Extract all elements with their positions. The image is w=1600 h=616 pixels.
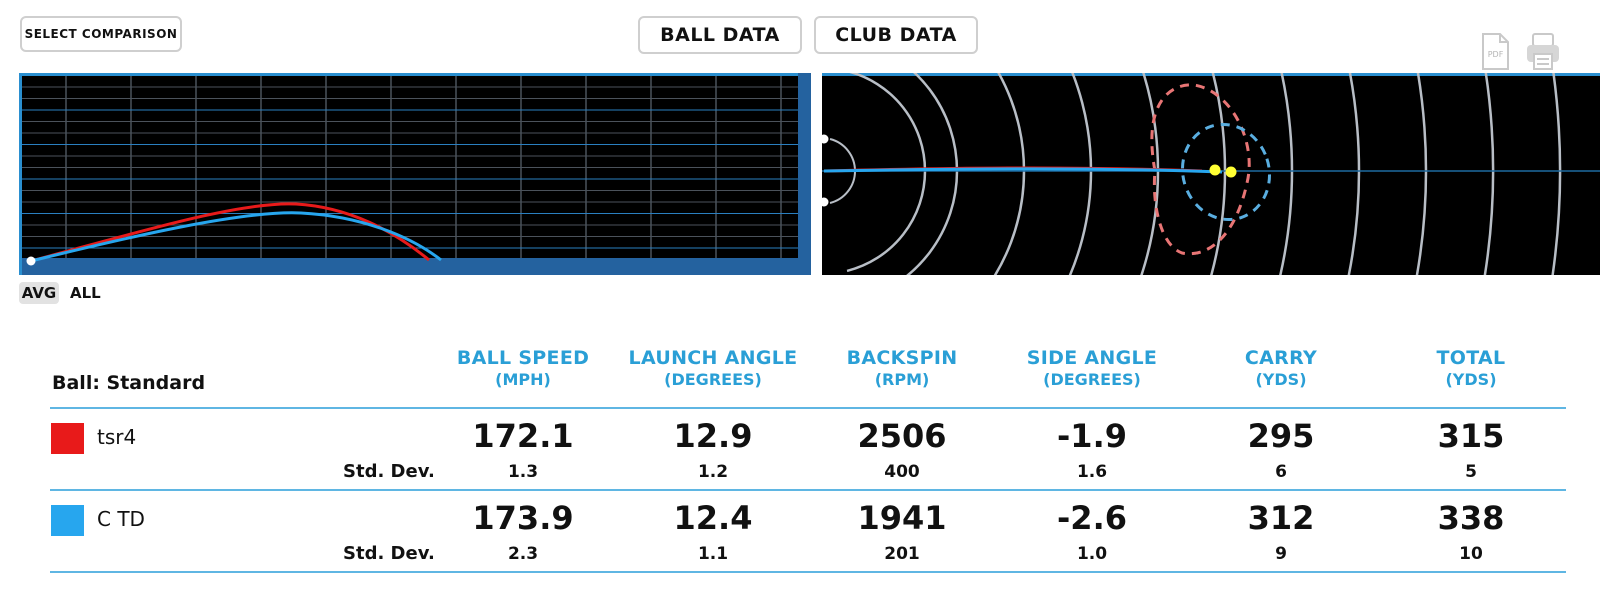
tab-ball-data[interactable]: BALL DATA (638, 16, 802, 54)
column-header: CARRY (YDS) (1186, 347, 1376, 391)
column-header: SIDE ANGLE (DEGREES) (997, 347, 1187, 391)
column-unit: (MPH) (495, 370, 551, 389)
column-header: LAUNCH ANGLE (DEGREES) (618, 347, 808, 391)
column-unit: (DEGREES) (1043, 370, 1141, 389)
table-divider (50, 407, 1566, 409)
stat-value: -1.9 (1057, 417, 1127, 455)
dispersion-top-view (822, 73, 1600, 275)
trajectory-ctd (30, 211, 442, 263)
stat-value: 315 (1437, 417, 1505, 455)
column-title: CARRY (1244, 347, 1318, 369)
club-name: C TD (97, 507, 145, 531)
stat-value: 338 (1437, 499, 1505, 537)
column-header: BALL SPEED (MPH) (428, 347, 618, 391)
select-comparison-button[interactable]: SELECT COMPARISON (20, 16, 182, 52)
stat-value: 172.1 (472, 417, 574, 455)
stat-value: -2.6 (1057, 499, 1127, 537)
std-dev-label: Std. Dev. (343, 461, 435, 482)
printer-icon[interactable] (1524, 32, 1562, 72)
std-dev-value: 2.3 (507, 544, 539, 564)
std-dev-value: 9 (1275, 544, 1287, 564)
column-title: LAUNCH ANGLE (628, 347, 798, 369)
std-dev-value: 1.0 (1076, 544, 1108, 564)
tee-marker-bottom (822, 197, 829, 207)
std-dev-value: 10 (1459, 544, 1483, 564)
landing-marker-tsr4 (1209, 164, 1221, 176)
table-divider (50, 489, 1566, 491)
toggle-avg[interactable]: AVG (19, 282, 59, 304)
tab-club-data[interactable]: CLUB DATA (814, 16, 978, 54)
toggle-all[interactable]: ALL (70, 284, 101, 302)
std-dev-value: 201 (884, 544, 920, 564)
table-divider (50, 571, 1566, 573)
ball-type-label: Ball: Standard (52, 372, 206, 394)
stat-value: 312 (1247, 499, 1315, 537)
pdf-icon-label: PDF (1488, 50, 1504, 59)
stat-value: 12.9 (673, 417, 753, 455)
ball-flight-ctd (823, 167, 1223, 174)
std-dev-value: 400 (884, 462, 920, 482)
series-color-swatch (51, 505, 84, 536)
stat-value: 173.9 (472, 499, 574, 537)
std-dev-value: 5 (1465, 462, 1477, 482)
column-title: BACKSPIN (846, 347, 958, 369)
std-dev-value: 1.6 (1076, 462, 1108, 482)
std-dev-value: 1.3 (507, 462, 539, 482)
std-dev-label: Std. Dev. (343, 543, 435, 564)
column-header: TOTAL (YDS) (1376, 347, 1566, 391)
stat-value: 12.4 (673, 499, 753, 537)
trajectory-side-view (19, 73, 811, 275)
landing-marker-ctd (1225, 166, 1237, 178)
column-title: SIDE ANGLE (1026, 347, 1158, 369)
column-unit: (YDS) (1445, 370, 1497, 389)
tee-marker-top (822, 134, 829, 144)
column-title: TOTAL (1436, 347, 1506, 369)
series-color-swatch (51, 423, 84, 454)
column-unit: (YDS) (1255, 370, 1307, 389)
std-dev-value: 1.1 (697, 544, 729, 564)
dispersion-ellipse-tsr4 (1150, 83, 1251, 256)
stat-value: 295 (1247, 417, 1315, 455)
stat-value: 1941 (857, 499, 947, 537)
side-view-grid (22, 76, 798, 258)
club-name: tsr4 (97, 425, 137, 449)
column-unit: (DEGREES) (664, 370, 762, 389)
column-unit: (RPM) (874, 370, 930, 389)
stat-value: 2506 (857, 417, 947, 455)
std-dev-value: 1.2 (697, 462, 729, 482)
column-header: BACKSPIN (RPM) (807, 347, 997, 391)
tee-marker (26, 256, 36, 266)
column-title: BALL SPEED (456, 347, 590, 369)
pdf-icon[interactable]: PDF (1476, 32, 1514, 72)
std-dev-value: 6 (1275, 462, 1287, 482)
